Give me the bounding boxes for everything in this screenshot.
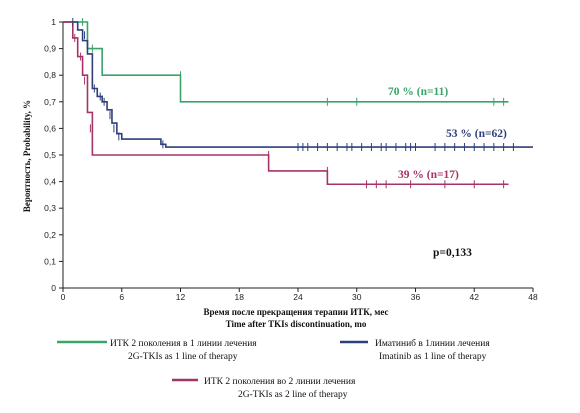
y-tick-label: 0,8 [44, 70, 56, 80]
annotation-2g-second-line: 39 % (n=17) [398, 169, 459, 181]
annotation-imatinib-first-line: 53 % (n=62) [446, 128, 507, 140]
y-tick-label: 0,3 [44, 203, 56, 213]
legend-label-imatinib-first-line-ru: Иматиниб в 1линии лечения [375, 338, 490, 349]
x-ticks: 0 6 12 18 24 30 36 42 48 [61, 288, 538, 302]
y-axis-title: Вероятность, Probability, % [22, 100, 32, 212]
y-tick-label: 0 [51, 283, 56, 293]
y-ticks: 0 0,1 0,2 0,3 0,4 0,5 0,6 0,7 0,8 0,9 1 [44, 17, 63, 293]
x-tick-label: 6 [119, 292, 124, 302]
y-tick-label: 0,4 [44, 177, 56, 187]
legend-label-2g-second-line-ru: ИТК 2 поколения во 2 линии лечения [204, 377, 356, 387]
y-tick-label: 0,1 [44, 256, 56, 266]
curve-2g-second-line [63, 21, 509, 186]
legend-label-2g-second-line-en: 2G-TKIs as 2 line of therapy [238, 389, 348, 400]
legend-label-2g-first-line-en: 2G-TKIs as 1 line of therapy [128, 351, 238, 362]
y-tick-label: 0,9 [44, 44, 56, 54]
y-tick-label: 1 [51, 17, 56, 27]
p-value: p=0,133 [433, 247, 472, 259]
x-axis-title-en: Time after TKIs discontinuation, mo [226, 319, 367, 329]
legend-label-imatinib-first-line-en: Imatinib as 1 line of therapy [379, 351, 487, 362]
legend: ИТК 2 поколения в 1 линии лечения 2G-TKI… [57, 338, 490, 400]
x-tick-label: 24 [293, 292, 303, 302]
curve-2g-first-line [63, 21, 509, 103]
x-tick-label: 18 [235, 292, 245, 302]
x-tick-label: 42 [470, 292, 480, 302]
x-tick-label: 48 [528, 292, 538, 302]
annotation-2g-first-line: 70 % (n=11) [388, 86, 448, 98]
y-tick-label: 0,5 [44, 150, 56, 160]
y-tick-label: 0,6 [44, 123, 56, 133]
y-tick-label: 0,2 [44, 230, 56, 240]
y-tick-label: 0,7 [44, 97, 56, 107]
x-tick-label: 0 [61, 292, 66, 302]
x-tick-label: 30 [352, 292, 362, 302]
legend-label-2g-first-line-ru: ИТК 2 поколения в 1 линии лечения [110, 339, 257, 349]
x-axis-title-ru: Время после прекращения терапии ИТК, мес [203, 307, 388, 317]
x-tick-label: 36 [411, 292, 421, 302]
censor-marks [72, 18, 514, 189]
x-tick-label: 12 [176, 292, 186, 302]
survival-curves [63, 21, 533, 186]
